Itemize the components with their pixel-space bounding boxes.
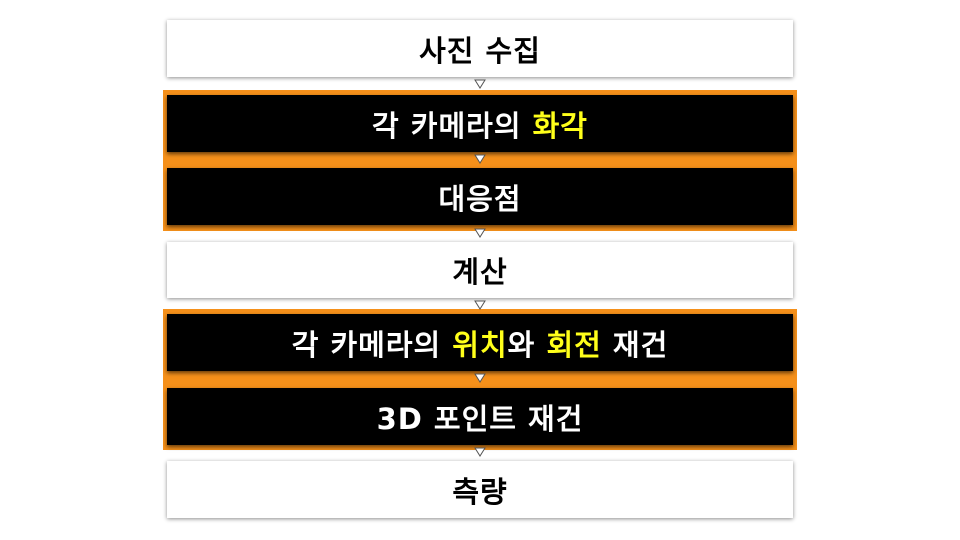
step-label: 재건 bbox=[601, 327, 669, 362]
down-arrow-icon bbox=[474, 79, 486, 89]
step-camera-angle: 각 카메라의 화각 bbox=[167, 95, 793, 152]
step-photo-collection: 사진 수집 bbox=[167, 20, 793, 77]
step-label: 와 bbox=[507, 327, 547, 362]
step-label: 3D 포인트 재건 bbox=[376, 401, 584, 436]
step-label: 각 카메라의 bbox=[291, 327, 453, 362]
down-arrow-icon bbox=[474, 373, 486, 383]
step-pose-reconstruction: 각 카메라의 위치 와 회전 재건 bbox=[167, 314, 793, 371]
down-arrow-icon bbox=[474, 447, 486, 457]
step-calculation: 계산 bbox=[167, 242, 793, 298]
down-arrow-icon bbox=[474, 300, 486, 310]
down-arrow-icon bbox=[474, 228, 486, 238]
down-arrow-icon bbox=[474, 154, 486, 164]
step-label: 대응점 bbox=[438, 181, 522, 216]
step-measurement: 측량 bbox=[167, 461, 793, 518]
step-3d-point-reconstruction: 3D 포인트 재건 bbox=[167, 388, 793, 445]
step-label: 측량 bbox=[452, 474, 508, 509]
highlight-text: 위치 bbox=[452, 327, 508, 362]
step-label: 각 카메라의 bbox=[372, 108, 533, 143]
step-label: 계산 bbox=[452, 255, 508, 289]
step-correspondence-points: 대응점 bbox=[167, 168, 793, 225]
highlight-text: 회전 bbox=[546, 327, 602, 362]
step-label: 사진 수집 bbox=[419, 33, 541, 68]
highlight-text: 화각 bbox=[532, 108, 588, 143]
